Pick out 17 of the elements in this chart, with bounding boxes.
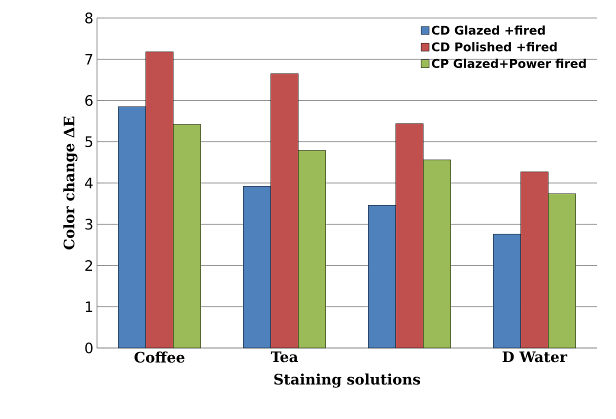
y-tick-label: 7 (85, 54, 92, 64)
y-tick-label: 4 (85, 178, 93, 188)
y-axis-title: Color change ΔE (63, 116, 78, 250)
y-tick-label: 1 (86, 301, 92, 312)
legend-label: CD Glazed +fired (432, 26, 545, 35)
x-axis-title: Staining solutions (274, 374, 420, 388)
y-tick-label: 3 (85, 218, 92, 230)
y-tick-label: 6 (85, 95, 93, 106)
legend-label: CD Polished +fired (432, 42, 557, 52)
y-tick-label: 0 (85, 342, 93, 354)
x-tick-label: D Water (502, 352, 568, 362)
legend-label: CP Glazed+Power fired (432, 58, 586, 68)
x-tick-label: Coffee (134, 352, 184, 363)
y-tick-label: 8 (85, 12, 92, 24)
y-tick-label: 2 (85, 260, 92, 271)
x-tick-label: Tea (270, 352, 298, 362)
y-tick-label: 5 (85, 136, 92, 148)
